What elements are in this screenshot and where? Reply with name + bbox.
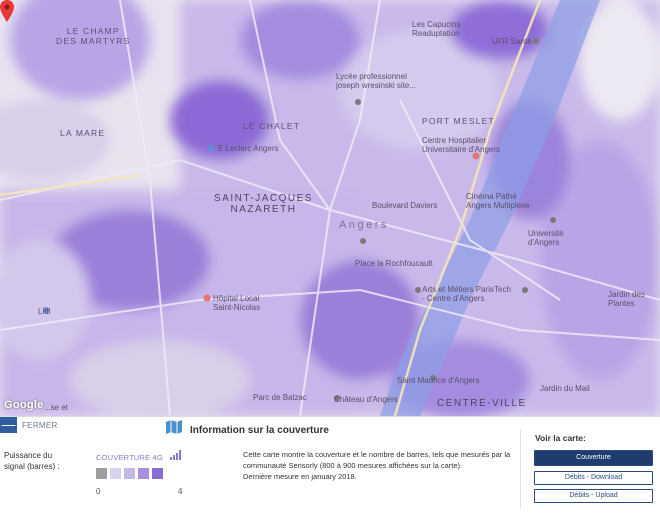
hospital-marker (203, 294, 211, 302)
coverage-info-panel: — FERMER Puissance du signal (barres) : … (0, 416, 660, 516)
district-centre-ville: CENTRE-VILLE (437, 398, 527, 409)
poi-jardin-plantes[interactable]: Jardin des Plantes (608, 290, 645, 308)
signal-bars-icon (170, 450, 181, 460)
upload-speed-button[interactable]: Débits - Upload (534, 489, 653, 503)
poi-parc-balzac[interactable]: Parc de Balzac (253, 393, 307, 402)
close-label[interactable]: FERMER (22, 421, 58, 430)
location-pin-icon[interactable] (0, 0, 14, 22)
signal-swatch-2 (124, 468, 135, 479)
panel-divider (520, 429, 521, 509)
poi-leclerc[interactable]: E.Leclerc Angers (218, 144, 279, 153)
google-logo: Google (4, 399, 44, 411)
poi-universite[interactable]: Université d'Angers (528, 229, 564, 247)
poi-arts-metiers[interactable]: Arts et Métiers ParisTech - Centre d'Ang… (422, 285, 511, 303)
poi-hopital-local[interactable]: Hôpital Local Saint-Nicolas (213, 294, 261, 312)
signal-swatch-0 (96, 468, 107, 479)
poi-centre-hospitalier[interactable]: Centre Hospitalier Universitaire d'Anger… (422, 136, 501, 154)
poi-jardin-mail[interactable]: Jardin du Mail (540, 384, 590, 393)
district-port-meslet: PORT MESLET (422, 116, 495, 126)
scale-max-label: 4 (178, 487, 183, 496)
scale-min-label: 0 (96, 487, 101, 496)
signal-swatch-1 (110, 468, 121, 479)
district-la-mare: LA MARE (60, 128, 106, 138)
poi-capucins[interactable]: Les Capucins Readuptation (412, 20, 461, 38)
poi-cinema[interactable]: Cinéma Pathé Angers Multiplexe (466, 192, 530, 210)
poi-lidl[interactable]: Lidl (38, 307, 51, 316)
info-title: Information sur la couverture (190, 425, 329, 436)
poi-chateau[interactable]: Château d'Angers (334, 395, 398, 404)
view-map-title: Voir la carte: (535, 433, 586, 443)
poi-ufr-sante[interactable]: UFR Santé (492, 37, 532, 46)
coverage-overlay (0, 0, 660, 416)
district-saint-jacques: SAINT-JACQUES NAZARETH (214, 193, 313, 215)
poi-eglise: ...se et (44, 403, 69, 412)
signal-swatch-4 (152, 468, 163, 479)
signal-scale (96, 468, 163, 479)
coverage-map[interactable]: LE CHAMP DES MARTYRS LA MARE LE CHALET S… (0, 0, 660, 416)
poi-boulevard-daviers[interactable]: Boulevard Daviers (372, 201, 438, 210)
map-info-icon (166, 420, 182, 434)
poi-saint-maurice[interactable]: Saint Maurice d'Angers (397, 376, 480, 385)
close-panel-button[interactable]: — (0, 416, 17, 433)
district-champ-des-martyrs: LE CHAMP DES MARTYRS (56, 26, 131, 46)
map-canvas (0, 0, 660, 416)
info-text: Cette carte montre la couverture et le n… (243, 450, 511, 481)
city-label: Angers (339, 219, 389, 231)
district-le-chalet: LE CHALET (243, 121, 301, 131)
hospital-marker (472, 152, 480, 160)
download-speed-button[interactable]: Débits - Download (534, 471, 653, 485)
poi-lycee[interactable]: Lycée professionnel joseph wresinski sit… (336, 72, 417, 90)
signal-swatch-3 (138, 468, 149, 479)
coverage-4g-title: COUVERTURE 4G (96, 453, 164, 462)
poi-place-rochefoucault[interactable]: Place la Rochfoucault (355, 259, 433, 268)
coverage-button[interactable]: Couverture (534, 450, 653, 466)
signal-strength-label: Puissance du signal (barres) : (4, 451, 60, 471)
